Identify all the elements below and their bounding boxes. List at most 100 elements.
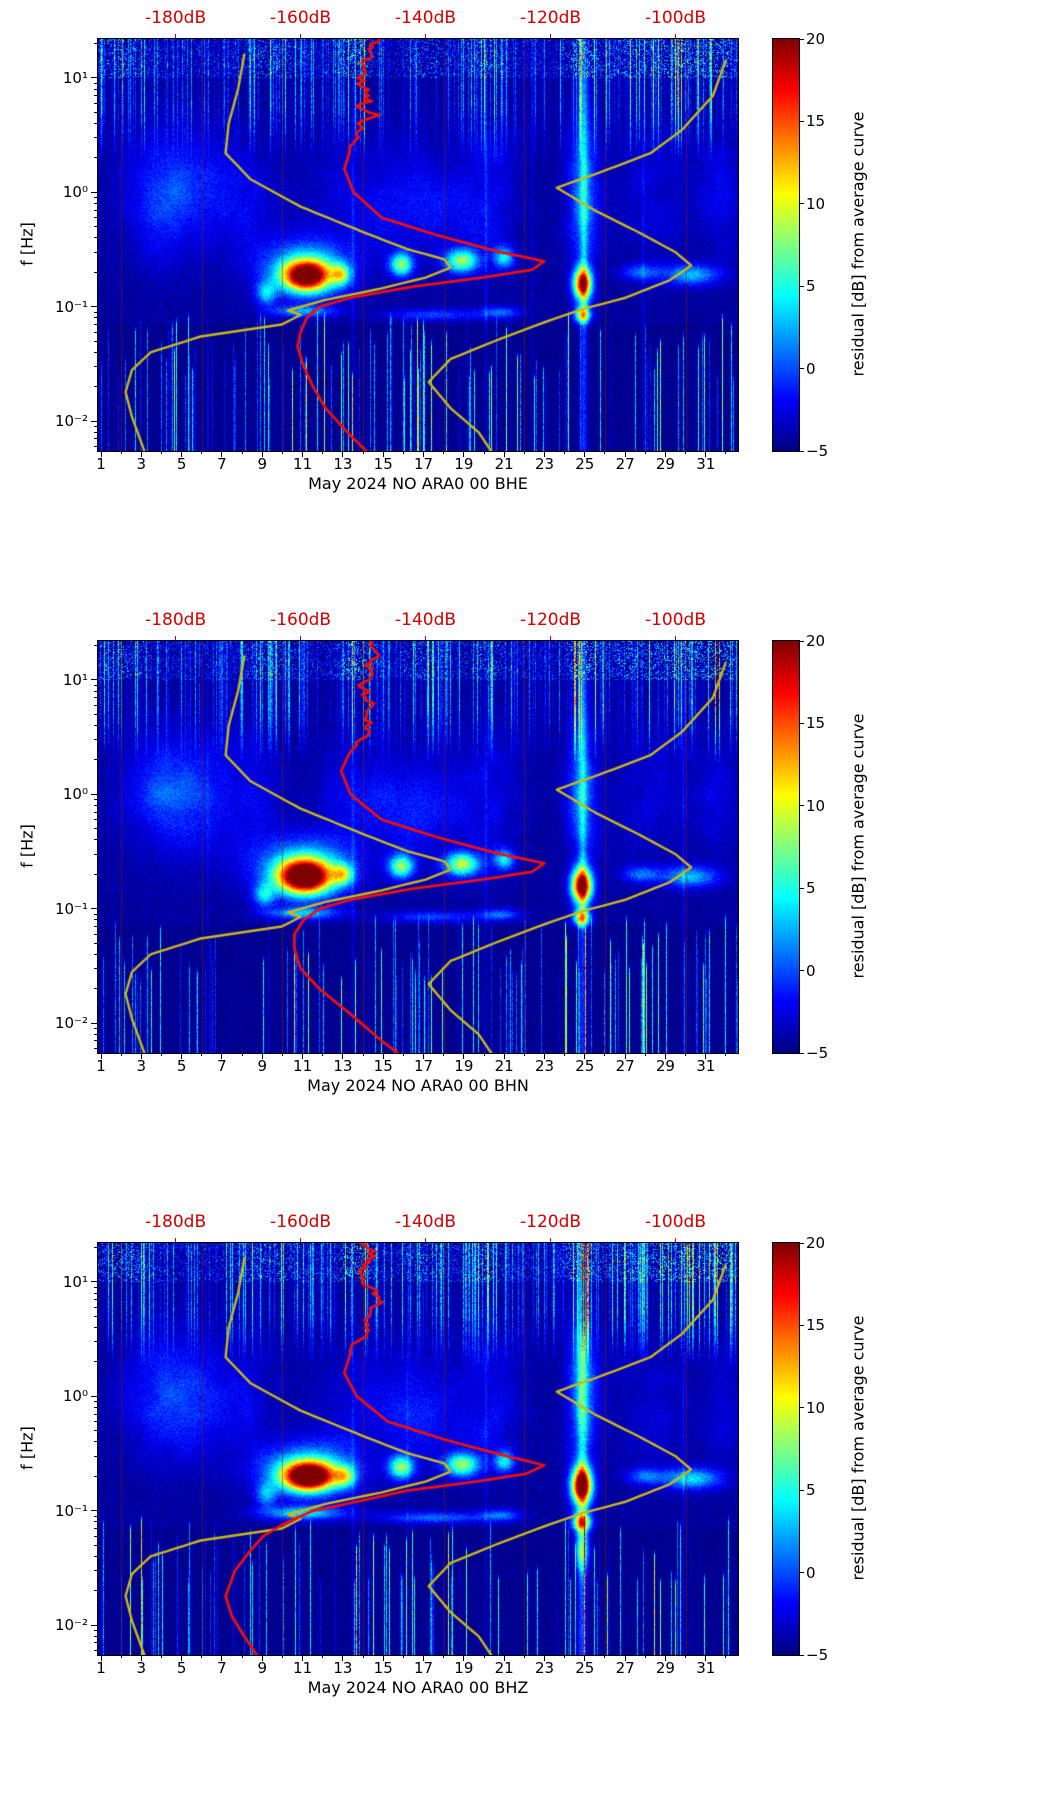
x-minor-tick: [120, 451, 122, 454]
x-tick-label: 21: [494, 1057, 514, 1075]
cbar-tick: [800, 887, 804, 889]
x-minor-tick: [483, 451, 485, 454]
cbar-tick: [800, 1654, 804, 1656]
y-minor-tick: [94, 217, 97, 219]
y-tick-label: 10⁻²: [54, 1616, 88, 1635]
x-tick: [100, 1655, 102, 1661]
y-tick-label: 10⁻¹: [54, 899, 88, 918]
y-minor-tick: [94, 446, 97, 448]
x-tick-label: 23: [534, 1057, 555, 1075]
x-tick: [705, 451, 707, 457]
x-minor-tick: [120, 1655, 122, 1658]
x-minor-tick: [604, 451, 606, 454]
cbar-tick: [800, 970, 804, 972]
x-minor-tick: [564, 1053, 566, 1056]
x-tick: [382, 1053, 384, 1059]
y-minor-tick: [94, 926, 97, 928]
x-tick-label: 5: [176, 455, 187, 473]
x-minor-tick: [241, 1053, 243, 1056]
y-minor-tick: [94, 1455, 97, 1457]
x-minor-tick: [281, 1053, 283, 1056]
top-db-tick: [300, 1238, 302, 1242]
y-minor-tick: [94, 1033, 97, 1035]
cbar-tick-label: 5: [806, 277, 816, 296]
x-minor-tick: [685, 1053, 687, 1056]
x-tick-label: 11: [293, 1057, 313, 1075]
x-minor-tick: [564, 1655, 566, 1658]
x-tick: [423, 1053, 425, 1059]
top-db-label: -100dB: [644, 610, 707, 630]
colorbar-gradient: [772, 38, 800, 452]
x-tick: [664, 1053, 666, 1059]
x-minor-tick: [201, 1655, 203, 1658]
top-db-tick: [300, 34, 302, 38]
y-tick-label: 10¹: [62, 670, 88, 689]
y-minor-tick: [94, 799, 97, 801]
x-minor-tick: [362, 451, 364, 454]
x-tick: [181, 1053, 183, 1059]
x-tick: [382, 451, 384, 457]
x-tick-label: 25: [575, 1057, 595, 1075]
x-tick-label: 15: [373, 1659, 393, 1677]
y-minor-tick: [94, 933, 97, 935]
x-tick-label: 25: [575, 1659, 595, 1677]
y-minor-tick: [94, 324, 97, 326]
y-minor-tick: [94, 819, 97, 821]
y-tick: [91, 1022, 97, 1024]
x-tick: [221, 451, 223, 457]
top-db-tick: [175, 636, 177, 640]
x-tick-label: 9: [257, 455, 268, 473]
y-minor-tick: [94, 157, 97, 159]
y-minor-tick: [94, 839, 97, 841]
x-tick: [221, 1655, 223, 1661]
cbar-tick-label: 5: [806, 1481, 816, 1500]
y-minor-tick: [94, 811, 97, 813]
y-tick-label: 10⁻¹: [54, 297, 88, 316]
x-tick-label: 23: [534, 1659, 555, 1677]
y-minor-tick: [94, 209, 97, 211]
cbar-tick-label: 15: [806, 112, 826, 131]
y-tick: [91, 1395, 97, 1397]
x-tick: [302, 1053, 304, 1059]
x-tick-label: 27: [615, 1057, 635, 1075]
y-tick: [91, 191, 97, 193]
y-tick-label: 10⁻²: [54, 412, 88, 431]
cbar-tick-label: 10: [806, 1398, 826, 1417]
spectrogram-panel-bhn: f [Hz] residual [dB] from average curve …: [0, 602, 1052, 1204]
x-tick-label: 15: [373, 1057, 393, 1075]
x-tick: [221, 1053, 223, 1059]
top-db-label: -180dB: [145, 8, 207, 28]
y-minor-tick: [94, 1650, 97, 1652]
y-minor-tick: [94, 366, 97, 368]
x-axis-title: May 2024 NO ARA0 00 BHE: [308, 474, 528, 493]
x-tick: [664, 1655, 666, 1661]
y-minor-tick: [94, 913, 97, 915]
cbar-tick: [800, 1572, 804, 1574]
y-tick-label: 10⁻²: [54, 1014, 88, 1033]
y-minor-tick: [94, 237, 97, 239]
x-tick: [503, 451, 505, 457]
y-minor-tick: [94, 1555, 97, 1557]
x-minor-tick: [241, 451, 243, 454]
x-tick-label: 15: [373, 455, 393, 473]
y-tick: [91, 1624, 97, 1626]
top-db-label: -160dB: [270, 1212, 332, 1232]
x-minor-tick: [725, 451, 727, 454]
y-minor-tick: [94, 1040, 97, 1042]
x-tick: [100, 451, 102, 457]
x-minor-tick: [443, 1655, 445, 1658]
y-minor-tick: [94, 1535, 97, 1537]
x-tick: [302, 451, 304, 457]
x-minor-tick: [362, 1655, 364, 1658]
x-minor-tick: [564, 451, 566, 454]
x-tick: [140, 451, 142, 457]
x-tick-label: 27: [615, 1659, 635, 1677]
y-minor-tick: [94, 122, 97, 124]
top-db-label: -100dB: [644, 1212, 707, 1232]
y-minor-tick: [94, 1421, 97, 1423]
x-tick-label: 31: [696, 1659, 716, 1677]
y-tick: [91, 1510, 97, 1512]
x-minor-tick: [604, 1655, 606, 1658]
y-minor-tick: [94, 425, 97, 427]
x-tick-label: 17: [413, 1659, 434, 1677]
